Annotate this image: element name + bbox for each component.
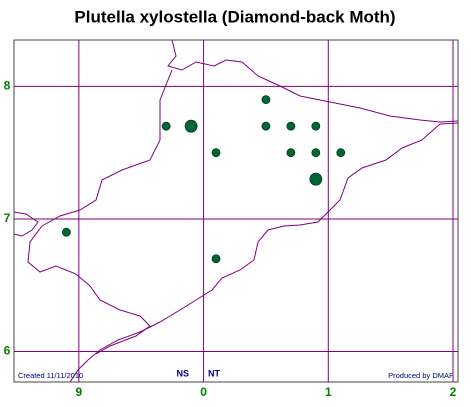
created-note: Created 11/11/2010	[18, 371, 83, 380]
y-tick-label: 7	[4, 211, 11, 225]
y-tick-label: 6	[4, 344, 11, 358]
record-dot	[211, 254, 221, 264]
record-dot	[61, 227, 71, 237]
coast-north	[167, 39, 459, 123]
record-dot	[336, 148, 346, 158]
coast-east	[69, 122, 459, 383]
producer-note: Produced by DMAP	[388, 371, 454, 380]
record-dot	[261, 121, 271, 131]
title: Plutella xylostella (Diamond-back Moth)	[74, 7, 395, 26]
coast-west	[27, 69, 173, 355]
record-dot	[161, 121, 171, 131]
map-frame	[13, 39, 459, 383]
record-dot	[261, 95, 271, 105]
record-dot	[184, 119, 198, 133]
record-dot	[286, 121, 296, 131]
x-tick-label: 0	[200, 385, 207, 399]
y-tick-label: 8	[4, 79, 11, 93]
coastline	[13, 39, 459, 383]
square-label: NT	[208, 368, 220, 378]
x-tick-label: 2	[450, 385, 457, 399]
record-dot	[309, 172, 323, 186]
record-dot	[311, 148, 321, 158]
record-dot	[286, 148, 296, 158]
record-dot	[311, 121, 321, 131]
x-tick-label: 9	[76, 385, 83, 399]
record-dot	[211, 148, 221, 158]
island	[13, 211, 39, 237]
x-tick-label: 1	[325, 385, 332, 399]
square-label: NS	[176, 368, 189, 378]
